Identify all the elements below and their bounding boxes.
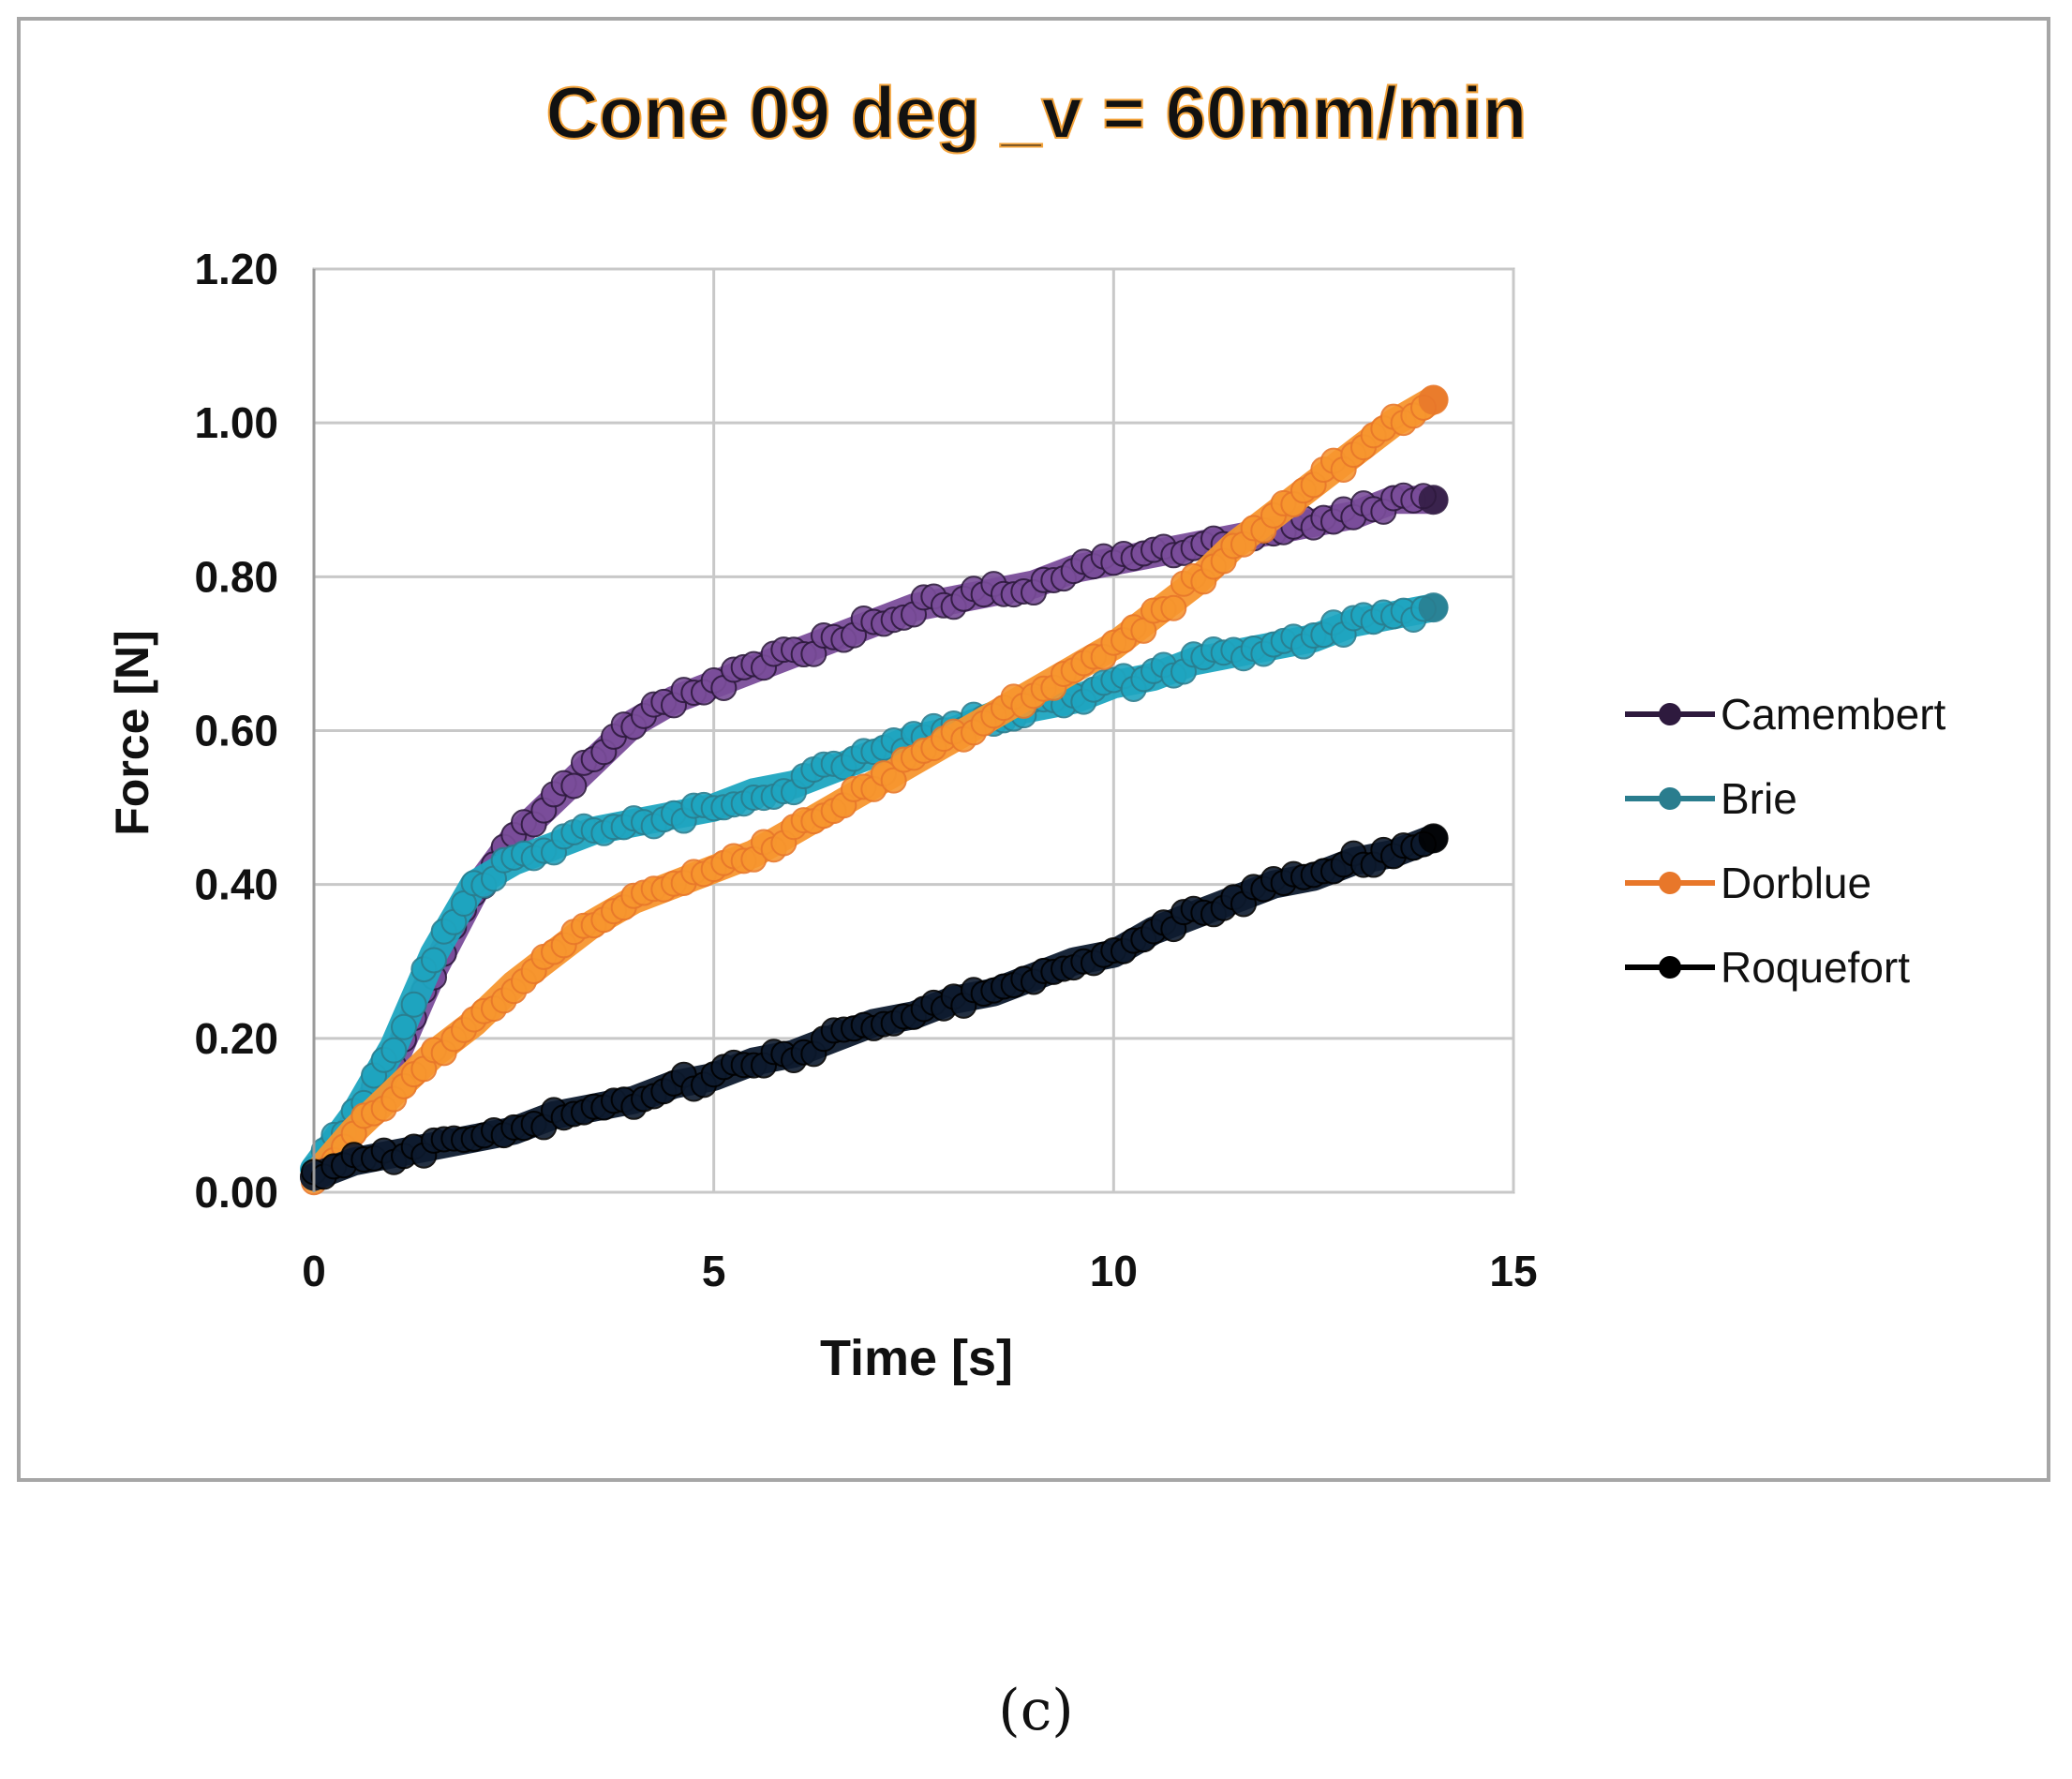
data-point <box>400 991 427 1018</box>
x-axis-title: Time [s] <box>820 1330 1013 1386</box>
chart-frame: Cone 09 deg _v = 60mm/min 0.00 0.20 0.40 0.… <box>17 17 2050 1482</box>
x-tick-label: 5 <box>702 1247 726 1295</box>
x-tick-label: 10 <box>1090 1247 1138 1295</box>
legend-label: Brie <box>1721 774 1797 823</box>
legend: Camembert Brie Dorblue Roquefort <box>1625 690 1946 992</box>
legend-label: Camembert <box>1721 690 1946 739</box>
y-tick-label: 0.00 <box>194 1168 278 1217</box>
legend-marker <box>1659 787 1681 810</box>
legend-label: Roquefort <box>1721 943 1910 992</box>
data-point <box>1418 485 1449 516</box>
legend-item-roquefort: Roquefort <box>1625 943 1910 992</box>
y-tick-label: 1.00 <box>194 398 278 447</box>
y-tick-label: 0.80 <box>194 552 278 601</box>
y-tick-label: 0.60 <box>194 707 278 755</box>
data-point <box>1418 823 1449 854</box>
data-point <box>560 772 588 800</box>
legend-item-brie: Brie <box>1625 774 1797 823</box>
data-point <box>1160 594 1187 621</box>
data-point <box>880 767 907 794</box>
series-roquefort <box>300 823 1449 1191</box>
x-tick-label: 15 <box>1489 1247 1537 1295</box>
y-tick-label: 0.20 <box>194 1014 278 1063</box>
y-tick-label: 0.40 <box>194 860 278 909</box>
axis-layer: 0.00 0.20 0.40 0.60 0.80 1.00 1.20 0 5 10 15 <box>194 245 1537 1295</box>
legend-label: Dorblue <box>1721 859 1871 907</box>
y-axis-title: Force [N] <box>106 630 158 835</box>
legend-item-camembert: Camembert <box>1625 690 1946 739</box>
legend-marker <box>1659 872 1681 894</box>
figure-caption: (c) <box>998 1678 1074 1743</box>
series-layer <box>300 384 1449 1196</box>
data-point <box>380 1037 408 1064</box>
data-point <box>1418 384 1449 415</box>
legend-marker <box>1659 703 1681 725</box>
grid-layer <box>312 267 1515 1194</box>
legend-marker <box>1659 956 1681 979</box>
data-point <box>421 947 447 974</box>
data-point <box>391 1013 417 1040</box>
x-tick-label: 0 <box>302 1247 326 1295</box>
data-point <box>1418 592 1449 623</box>
legend-item-dorblue: Dorblue <box>1625 859 1871 907</box>
series-dorblue <box>300 384 1449 1196</box>
y-tick-label: 1.20 <box>194 245 278 293</box>
chart-title: Cone 09 deg _v = 60mm/min <box>546 71 1528 154</box>
chart-svg: Cone 09 deg _v = 60mm/min 0.000.200.400.… <box>106 70 1946 1386</box>
